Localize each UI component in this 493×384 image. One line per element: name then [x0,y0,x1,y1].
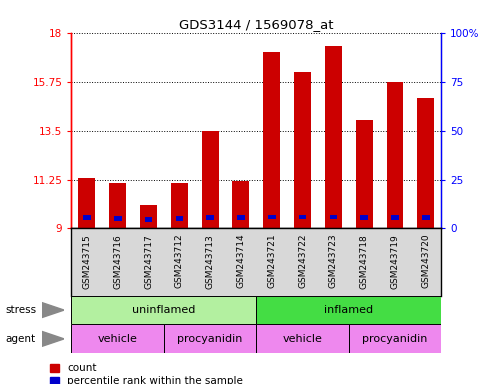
Text: inflamed: inflamed [324,305,373,315]
Text: GSM243721: GSM243721 [267,234,276,288]
Bar [71,296,256,324]
Text: GSM243720: GSM243720 [422,234,430,288]
Bar [176,216,183,221]
Text: stress: stress [5,305,36,315]
Bar [71,324,164,353]
Bar [237,215,245,220]
Text: GSM243719: GSM243719 [390,234,399,289]
Bar [294,72,311,228]
Bar [233,180,249,228]
Bar [330,215,337,219]
Text: GSM243717: GSM243717 [144,234,153,289]
Text: procyanidin: procyanidin [362,334,428,344]
Text: GSM243723: GSM243723 [329,234,338,288]
Bar [114,216,121,221]
Bar [207,215,214,220]
Bar [422,215,429,220]
Bar [164,324,256,353]
Bar [418,98,434,228]
Bar [202,131,218,228]
Text: vehicle: vehicle [282,334,322,344]
Bar [325,46,342,228]
Bar [171,183,188,228]
Bar [145,217,152,222]
Legend: count, percentile rank within the sample: count, percentile rank within the sample [50,363,243,384]
Text: GSM243713: GSM243713 [206,234,214,289]
Text: GSM243716: GSM243716 [113,234,122,289]
Title: GDS3144 / 1569078_at: GDS3144 / 1569078_at [179,18,334,31]
Bar [391,215,399,220]
Bar [360,215,368,220]
Text: GSM243712: GSM243712 [175,234,184,288]
Bar [299,215,306,219]
Bar [263,52,280,228]
Text: vehicle: vehicle [98,334,138,344]
Text: GSM243718: GSM243718 [360,234,369,289]
Bar [356,120,373,228]
Polygon shape [42,331,64,346]
Polygon shape [42,303,64,318]
Text: uninflamed: uninflamed [132,305,196,315]
Text: GSM243722: GSM243722 [298,234,307,288]
Bar [83,215,91,220]
Bar [256,296,441,324]
Text: GSM243715: GSM243715 [82,234,91,289]
Bar [268,215,276,219]
Text: agent: agent [5,334,35,344]
Bar [387,82,403,228]
Bar [109,183,126,228]
Text: procyanidin: procyanidin [177,334,243,344]
Text: GSM243714: GSM243714 [237,234,246,288]
Bar [140,205,157,228]
Bar [78,179,95,228]
Bar [349,324,441,353]
Bar [256,324,349,353]
